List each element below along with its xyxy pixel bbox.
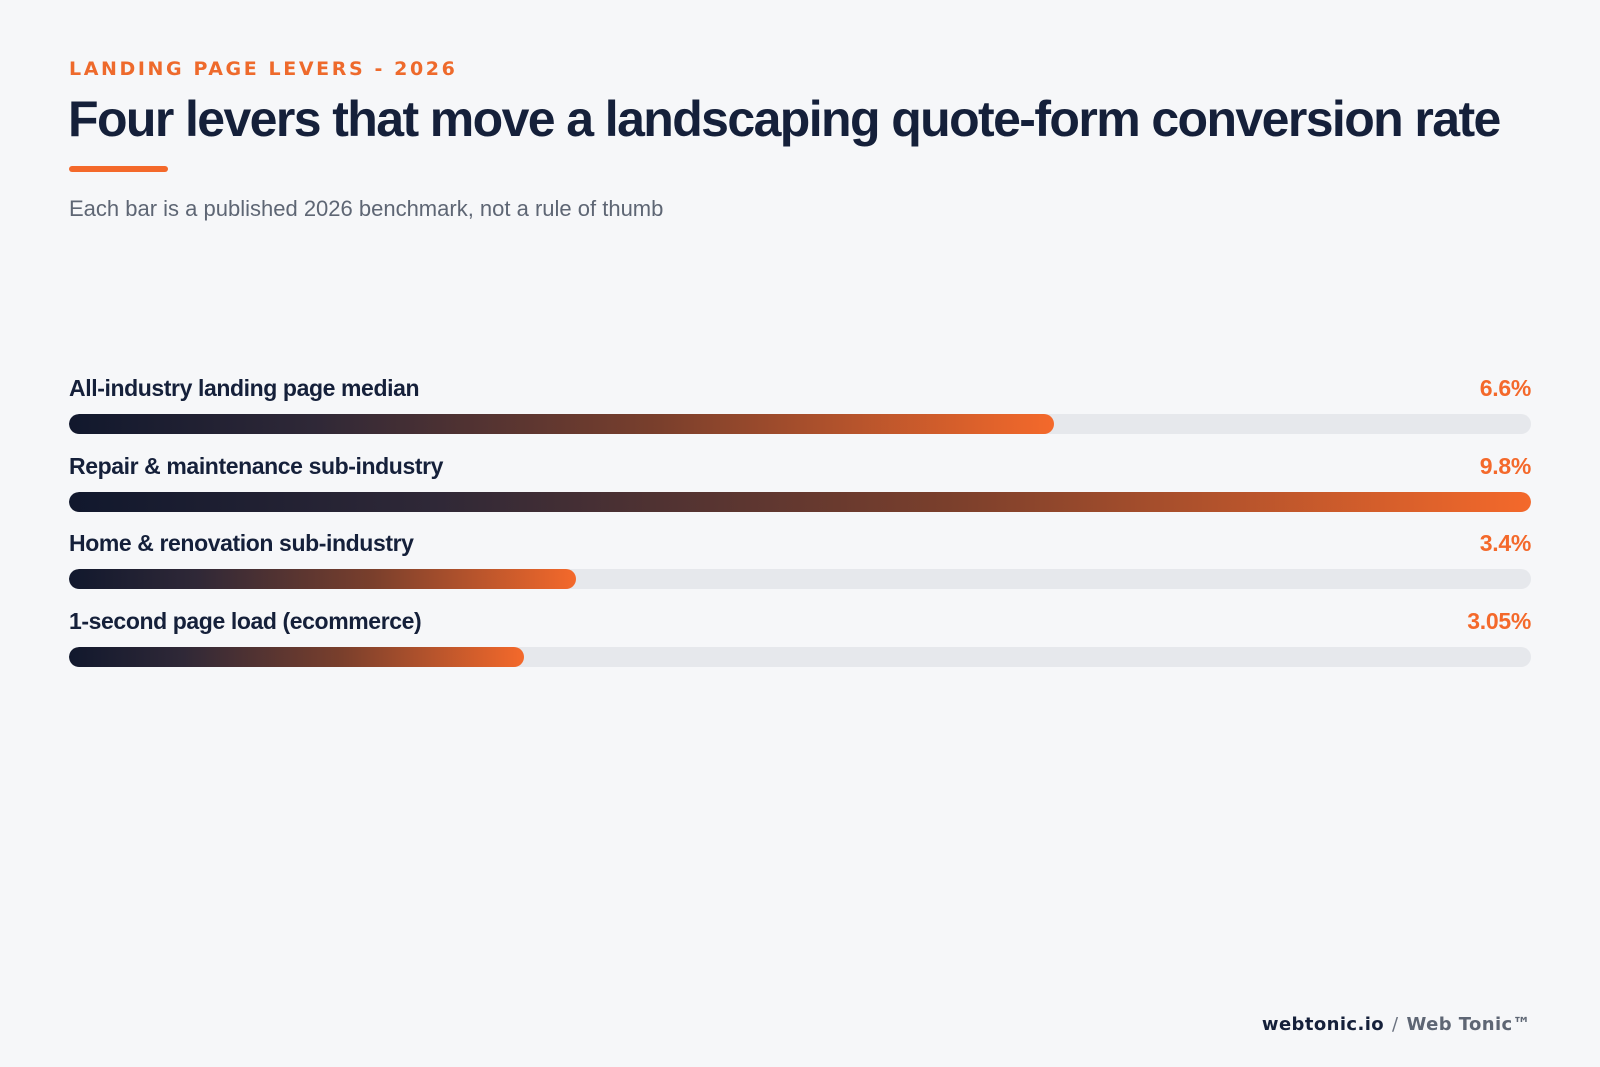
bar-value-label: 9.8% — [1479, 452, 1532, 479]
eyebrow-label: LANDING PAGE LEVERS - 2026 — [69, 58, 458, 80]
footer-separator: / — [1392, 1014, 1399, 1035]
bar-track — [69, 491, 1531, 512]
chart-subtitle: Each bar is a published 2026 benchmark, … — [69, 196, 664, 221]
bar-chart: All-industry landing page median 6.6% Repa… — [69, 375, 1531, 685]
chart-title: Four levers that move a landscaping quot… — [68, 91, 1501, 147]
footer-credit: webtonic.io / Web Tonic™ — [1262, 1014, 1531, 1035]
bar-row: All-industry landing page median 6.6% — [69, 375, 1531, 453]
bar — [69, 569, 576, 589]
bar-row: Home & renovation sub-industry 3.4% — [69, 530, 1531, 608]
bar-label: Repair & maintenance sub-industry — [69, 452, 444, 479]
bar-value-label: 3.4% — [1479, 530, 1532, 556]
bar-label: Home & renovation sub-industry — [69, 530, 414, 556]
bar-row: 1-second page load (ecommerce) 3.05% — [69, 608, 1531, 686]
bar — [69, 646, 524, 667]
footer-brand: Web Tonic™ — [1406, 1014, 1531, 1035]
title-underline — [69, 166, 168, 172]
bar-track — [69, 569, 1531, 589]
bar-row: Repair & maintenance sub-industry 9.8% — [69, 453, 1531, 531]
bar-label: 1-second page load (ecommerce) — [69, 607, 422, 634]
bar-value-label: 6.6% — [1479, 375, 1532, 401]
bar-value-label: 3.05% — [1467, 607, 1531, 634]
bar-label: All-industry landing page median — [69, 375, 420, 401]
footer-site[interactable]: webtonic.io — [1261, 1014, 1385, 1035]
bar — [69, 414, 1054, 434]
bar-track — [69, 646, 1531, 667]
bar-track — [69, 414, 1531, 434]
bar — [69, 491, 1531, 512]
